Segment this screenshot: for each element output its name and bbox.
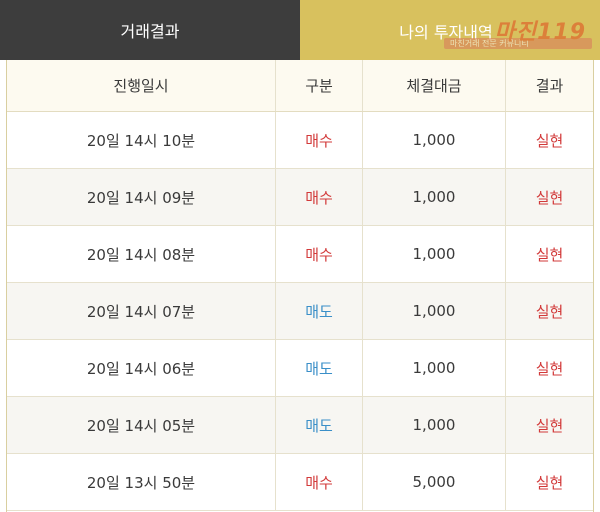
row-type: 매수 — [276, 226, 363, 282]
row-time: 20일 14시 05분 — [7, 397, 276, 453]
watermark-logo-text: 마진119 — [494, 20, 586, 45]
table-row: 20일 14시 09분 매수 1,000 실현 — [7, 169, 593, 226]
tab-trade-results[interactable]: 거래결과 — [0, 0, 300, 60]
row-time: 20일 13시 50분 — [7, 454, 276, 510]
row-amount: 1,000 — [363, 340, 506, 396]
row-result: 실현 — [535, 416, 564, 435]
column-header-result: 결과 — [535, 77, 564, 95]
tab-bar: 거래결과 나의 투자내역 마진거래 전문 커뮤니티 마진119 — [0, 0, 600, 60]
tab-my-investments[interactable]: 나의 투자내역 마진거래 전문 커뮤니티 마진119 — [300, 0, 600, 60]
trade-results-table: 진행일시 구분 체결대금 결과 20일 14시 10분 매수 1,000 실현 … — [6, 60, 594, 512]
row-type: 매수 — [276, 454, 363, 510]
row-amount: 5,000 — [363, 454, 506, 510]
row-result: 실현 — [535, 131, 564, 150]
tab-trade-results-label: 거래결과 — [120, 22, 180, 41]
table-row: 20일 14시 06분 매도 1,000 실현 — [7, 340, 593, 397]
table-row: 20일 14시 05분 매도 1,000 실현 — [7, 397, 593, 454]
table-row: 20일 14시 08분 매수 1,000 실현 — [7, 226, 593, 283]
row-amount: 1,000 — [363, 226, 506, 282]
row-result: 실현 — [535, 302, 564, 321]
row-amount: 1,000 — [363, 112, 506, 168]
table-row: 20일 14시 07분 매도 1,000 실현 — [7, 283, 593, 340]
row-amount: 1,000 — [363, 283, 506, 339]
row-type: 매수 — [276, 112, 363, 168]
row-time: 20일 14시 08분 — [7, 226, 276, 282]
row-type: 매도 — [276, 340, 363, 396]
row-type: 매도 — [276, 283, 363, 339]
row-time: 20일 14시 06분 — [7, 340, 276, 396]
row-time: 20일 14시 07분 — [7, 283, 276, 339]
column-header-time: 진행일시 — [7, 60, 276, 111]
column-header-type: 구분 — [276, 60, 363, 111]
row-result: 실현 — [535, 245, 564, 264]
table-row: 20일 14시 10분 매수 1,000 실현 — [7, 112, 593, 169]
table-header: 진행일시 구분 체결대금 결과 — [7, 60, 593, 112]
column-header-amount: 체결대금 — [363, 60, 506, 111]
row-result: 실현 — [535, 188, 564, 207]
row-amount: 1,000 — [363, 169, 506, 225]
tab-my-investments-label: 나의 투자내역 — [399, 23, 493, 42]
row-result: 실현 — [535, 473, 564, 492]
row-type: 매수 — [276, 169, 363, 225]
row-amount: 1,000 — [363, 397, 506, 453]
row-type: 매도 — [276, 397, 363, 453]
row-result: 실현 — [535, 359, 564, 378]
row-time: 20일 14시 10분 — [7, 112, 276, 168]
row-time: 20일 14시 09분 — [7, 169, 276, 225]
table-row: 20일 13시 50분 매수 5,000 실현 — [7, 454, 593, 511]
